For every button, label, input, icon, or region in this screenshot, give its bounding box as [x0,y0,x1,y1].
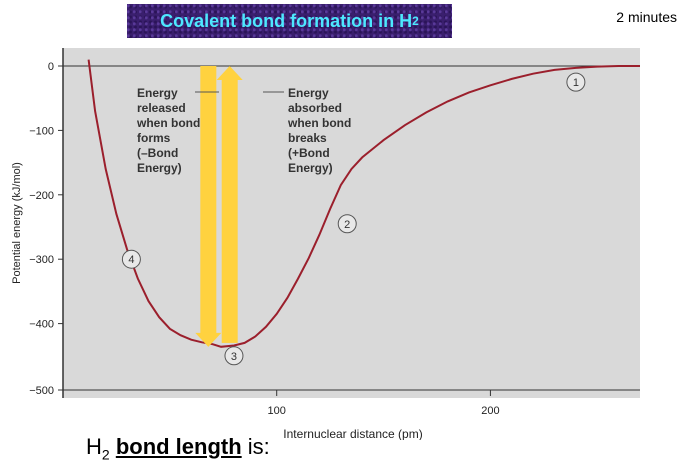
absorb-label-line: (+Bond [288,146,330,160]
point-markers: 1 2 3 4 [121,72,586,366]
release-label-line: when bond [136,116,200,130]
axes: 0 −100 −200 −300 −400 −500 100 200 [29,48,640,417]
question-text: H2 bond length is: [86,434,270,462]
absorb-label-line: breaks [288,131,327,145]
release-label-line: released [137,101,186,115]
absorb-arrow-head [216,66,243,80]
release-label-line: Energy [137,86,178,100]
y-tick-label: −500 [29,385,54,397]
energy-arrows [195,66,243,347]
release-arrow-shaft [200,66,217,335]
marker-circle [337,214,357,234]
absorb-label-line: absorbed [288,101,342,115]
marker-label: 2 [344,219,350,231]
release-label-line: (–Bond [137,146,178,160]
y-tick-label: 0 [48,61,54,73]
marker-circle [121,249,141,269]
absorb-label-line: Energy [288,86,329,100]
question-suffix: is: [241,434,270,459]
energy-curve [87,59,640,348]
marker-label: 3 [231,351,237,363]
y-tick-label: −200 [29,190,54,202]
x-axis-label: Internuclear distance (pm) [283,427,422,440]
release-label-line: forms [137,131,171,145]
x-tick-label: 100 [268,405,286,417]
y-tick-label: −100 [29,125,54,137]
absorb-label-line: Energy) [288,161,333,175]
timer-label: 2 minutes [616,9,677,25]
release-label-line: Energy) [137,161,182,175]
question-bold: bond length [115,434,242,459]
y-tick-label: −300 [29,254,54,266]
question-subscript: 2 [101,446,110,463]
question-prefix: H [86,434,102,459]
marker-label: 4 [128,254,134,266]
x-tick-label: 200 [481,405,499,417]
slide-title-text: Covalent bond formation in H [160,10,413,31]
absorb-label-line: when bond [287,116,351,130]
absorb-arrow-shaft [221,78,238,343]
marker-label: 1 [573,77,579,89]
marker-circle [224,346,244,366]
y-axis-label: Potential energy (kJ/mol) [11,162,23,284]
slide-title-subscript: 2 [412,14,419,28]
marker-circle [566,72,586,92]
release-arrow-head [195,332,222,347]
y-tick-label: −400 [29,319,54,331]
